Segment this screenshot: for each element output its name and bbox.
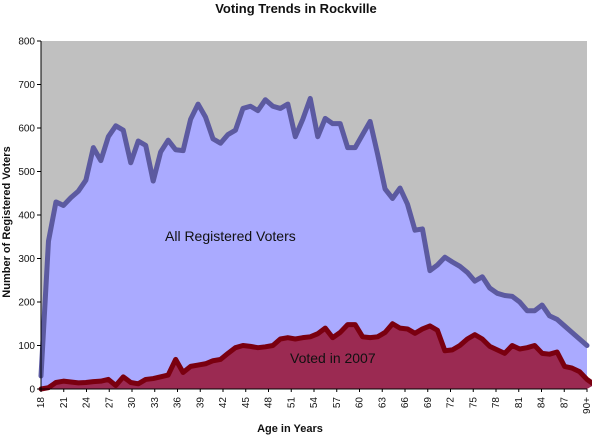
series-label-voted-2007: Voted in 2007 bbox=[290, 350, 376, 366]
x-tick-label: 60 bbox=[355, 397, 366, 409]
x-tick-label: 30 bbox=[127, 397, 138, 409]
y-tick-label: 200 bbox=[18, 298, 35, 309]
x-tick-label: 36 bbox=[173, 397, 184, 409]
x-tick-label: 39 bbox=[195, 397, 206, 409]
line-all-registered bbox=[38, 95, 590, 379]
line-voted-2007 bbox=[38, 321, 592, 392]
y-tick-label: 600 bbox=[18, 124, 35, 135]
y-tick-label: 700 bbox=[18, 80, 35, 91]
x-tick-label: 63 bbox=[377, 397, 388, 409]
x-tick-label: 72 bbox=[446, 397, 457, 409]
y-tick-label: 300 bbox=[18, 254, 35, 265]
y-tick-label: 400 bbox=[18, 211, 35, 222]
x-tick-label: 69 bbox=[423, 397, 434, 409]
x-tick-label: 57 bbox=[332, 397, 343, 409]
y-tick-label: 800 bbox=[18, 37, 35, 48]
x-tick-label: 24 bbox=[82, 397, 93, 409]
y-tick-label: 100 bbox=[18, 341, 35, 352]
x-tick-label: 54 bbox=[309, 397, 320, 409]
x-tick-label: 21 bbox=[59, 397, 70, 409]
x-tick-label: 48 bbox=[264, 397, 275, 409]
x-tick-label: 84 bbox=[537, 397, 548, 409]
y-tick-label: 500 bbox=[18, 167, 35, 178]
x-tick-label: 27 bbox=[104, 397, 115, 409]
y-tick-label: 0 bbox=[29, 385, 35, 396]
x-tick-label: 18 bbox=[36, 397, 47, 409]
x-tick-label: 87 bbox=[559, 397, 570, 409]
x-axis-title: Age in Years bbox=[257, 423, 323, 435]
x-tick-label: 81 bbox=[514, 397, 525, 409]
area-voted-2007 bbox=[41, 323, 592, 389]
area-all-registered bbox=[41, 98, 587, 390]
series-label-all-registered: All Registered Voters bbox=[165, 228, 296, 244]
x-tick-label: 51 bbox=[286, 397, 297, 409]
x-tick-label: 75 bbox=[468, 397, 479, 409]
chart-title: Voting Trends in Rockville bbox=[215, 1, 377, 16]
x-tick-label: 66 bbox=[400, 397, 411, 409]
x-tick-label: 33 bbox=[150, 397, 161, 409]
y-axis-title: Number of Registered Voters bbox=[1, 146, 13, 297]
x-tick-label: 90+ bbox=[582, 397, 592, 414]
x-tick-label: 42 bbox=[218, 397, 229, 409]
x-tick-label: 78 bbox=[491, 397, 502, 409]
x-tick-label: 45 bbox=[241, 397, 252, 409]
